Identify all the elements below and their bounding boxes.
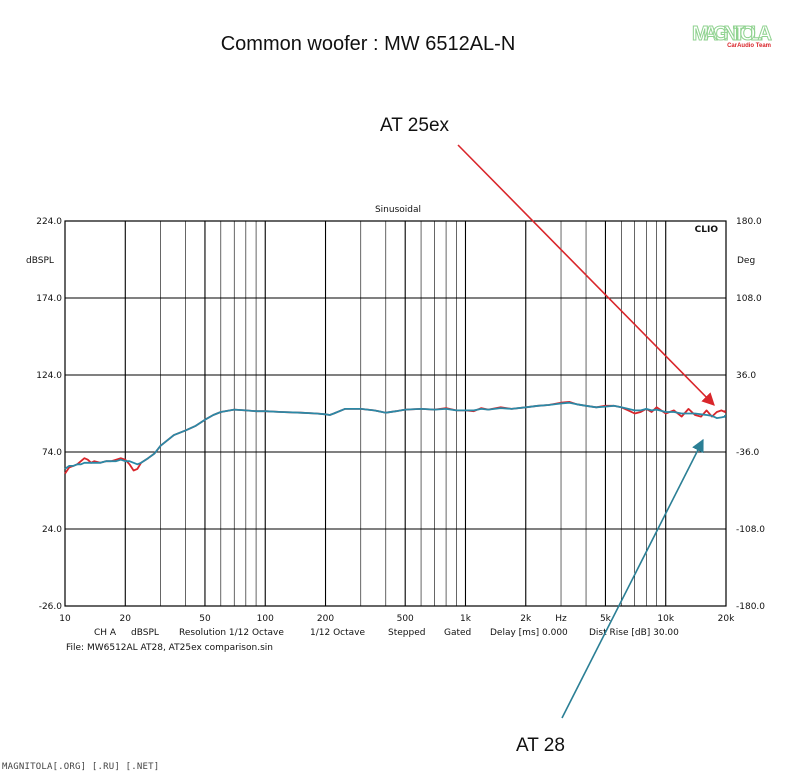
x-tick-label: 100 <box>257 614 274 624</box>
y2-tick-label: -36.0 <box>736 448 760 458</box>
series-line-at-28 <box>64 401 726 470</box>
brand-label: CLIO <box>695 225 719 235</box>
info-item: CH A <box>94 628 117 638</box>
info-item: Stepped <box>388 628 425 638</box>
x-axis-unit: Hz <box>555 614 567 624</box>
info-item: Dist Rise [dB] 30.00 <box>589 628 679 638</box>
info-item: Resolution 1/12 Octave <box>179 628 284 638</box>
y2-axis-label: Deg <box>737 256 755 266</box>
footer-note: MAGNITOLA[.ORG] [.RU] [.NET] <box>2 762 160 772</box>
annotation-at25ex: AT 25ex <box>380 115 450 136</box>
info-item: 1/12 Octave <box>310 628 365 638</box>
annotation-at25ex-arrow <box>457 144 715 406</box>
annotation-at28: AT 28 <box>516 735 565 756</box>
y2-tick-label: -180.0 <box>736 602 765 612</box>
y2-tick-label: 108.0 <box>736 294 762 304</box>
plot-frame <box>64 220 727 607</box>
y-tick-label: 24.0 <box>42 525 62 535</box>
y-tick-label: 174.0 <box>36 294 62 304</box>
series-line-at-25ex <box>64 400 726 475</box>
y2-tick-label: 36.0 <box>736 371 756 381</box>
y2-tick-label: -108.0 <box>736 525 765 535</box>
logo-word: MAGNITOLA <box>692 23 772 45</box>
file-info-line: File: MW6512AL AT28, AT25ex comparison.s… <box>66 643 273 653</box>
x-axis-tick-labels: 10 20 50 100 200 500 1k 2k 5k 10k 20k Hz <box>59 614 735 624</box>
page-title: Common woofer : MW 6512AL-N <box>221 33 516 55</box>
y-axis-label: dBSPL <box>26 256 54 266</box>
info-item: dBSPL <box>131 628 159 638</box>
y-tick-label: 224.0 <box>36 217 62 227</box>
y2-tick-label: 180.0 <box>736 217 762 227</box>
x-tick-label: 10k <box>657 614 674 624</box>
x-tick-label: 5k <box>600 614 612 624</box>
x-tick-label: 20 <box>120 614 132 624</box>
y-tick-label: -26.0 <box>39 602 63 612</box>
x-tick-label: 200 <box>317 614 334 624</box>
plot-grid <box>65 221 726 606</box>
measurement-info-line: CH A dBSPL Resolution 1/12 Octave 1/12 Octa… <box>94 628 679 638</box>
x-tick-label: 20k <box>718 614 735 624</box>
info-item: Delay [ms] 0.000 <box>490 628 568 638</box>
y2-axis-tick-labels: 180.0 108.0 36.0 -36.0 -108.0 -180.0 <box>736 217 765 612</box>
info-item: Gated <box>444 628 471 638</box>
x-tick-label: 500 <box>397 614 414 624</box>
x-tick-label: 1k <box>460 614 472 624</box>
logo-subtitle: CarAudio Team <box>727 43 771 49</box>
chart-title: Sinusoidal <box>375 205 421 215</box>
y-tick-label: 124.0 <box>36 371 62 381</box>
x-tick-label: 50 <box>199 614 211 624</box>
y-axis-tick-labels: 224.0 174.0 124.0 74.0 24.0 -26.0 <box>36 217 62 612</box>
series-lines <box>64 400 726 475</box>
x-tick-label: 10 <box>59 614 71 624</box>
x-tick-label: 2k <box>520 614 532 624</box>
magnitola-logo: MAGNITOLA CarAudio Team <box>692 23 773 50</box>
y-tick-label: 74.0 <box>42 448 62 458</box>
annotation-at28-arrow <box>561 438 704 719</box>
